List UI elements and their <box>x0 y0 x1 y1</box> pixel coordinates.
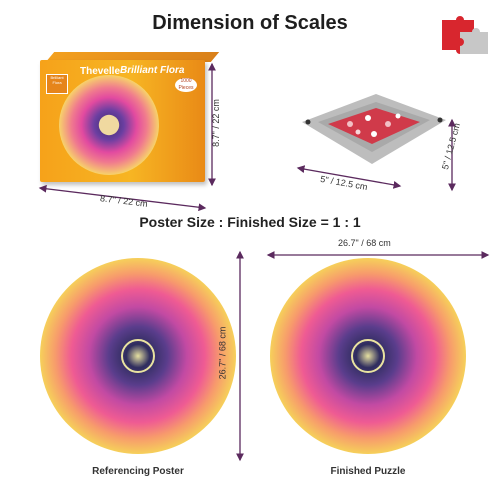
puzzle-box: Thevelle Brilliant Flora 1000 Pieces Bri… <box>40 52 220 182</box>
caption-finished-puzzle: Finished Puzzle <box>330 466 406 477</box>
referencing-poster-image <box>40 258 236 454</box>
side-badge: Brilliant Flora <box>46 74 68 94</box>
felt-tray-icon <box>302 94 446 164</box>
poster-height-label: 26.7" / 68 cm <box>217 326 228 380</box>
box-product-name: Brilliant Flora <box>120 65 185 76</box>
caption-referencing-poster: Referencing Poster <box>92 466 184 477</box>
pieces-badge: 1000 Pieces <box>175 78 197 92</box>
ratio-text: Poster Size : Finished Size = 1 : 1 <box>139 214 361 230</box>
page-title: Dimension of Scales <box>152 12 348 34</box>
box-height-label: 8.7" / 22 cm <box>210 99 221 147</box>
box-brand: Thevelle <box>80 66 121 77</box>
box-flower-image <box>59 75 159 175</box>
puzzle-pieces-icon <box>442 16 488 54</box>
poster-width-label: 26.7" / 68 cm <box>338 238 391 248</box>
finished-puzzle-image <box>270 258 466 454</box>
